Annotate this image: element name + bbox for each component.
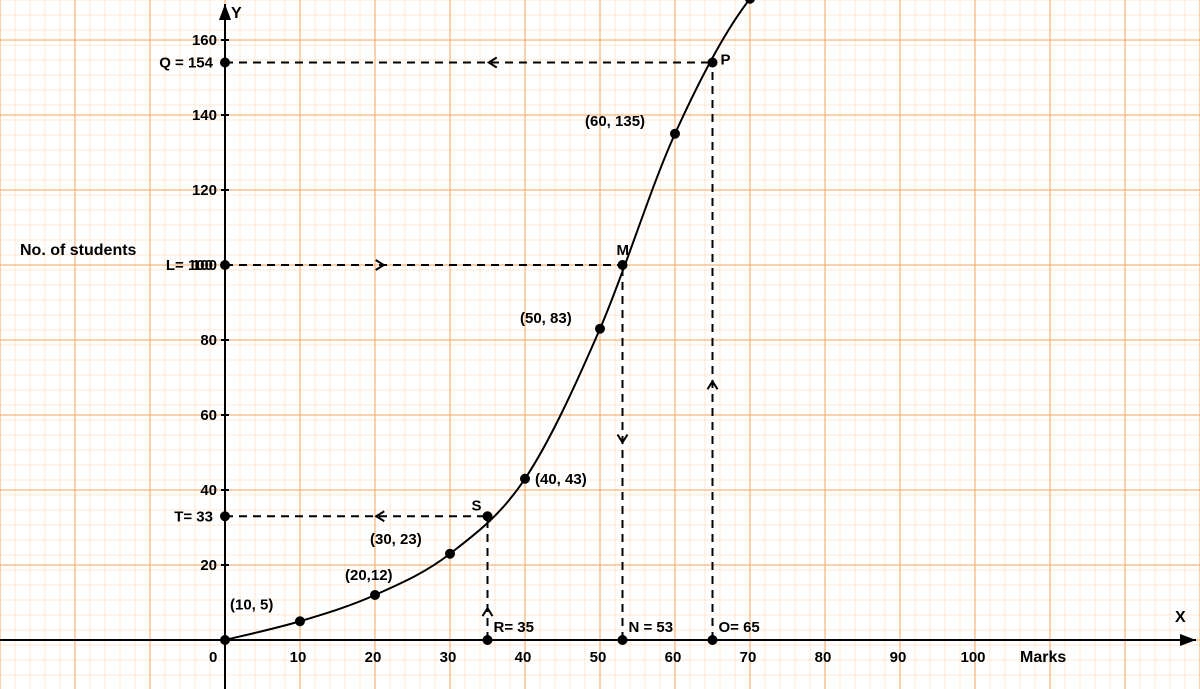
data-point [295, 616, 305, 626]
x-tick-label: 50 [590, 649, 607, 666]
y-tick-label: 60 [200, 407, 217, 424]
ref-label-Q: Q = 154 [159, 55, 213, 72]
y-axis-label: No. of students [20, 242, 137, 259]
x-tick-label: 60 [665, 649, 682, 666]
ref-label-L: L= 100 [166, 257, 213, 274]
y-tick-label: 140 [192, 107, 217, 124]
x-tick-label: 90 [890, 649, 907, 666]
x-tick-label: 40 [515, 649, 532, 666]
x-axis-letter: X [1175, 609, 1186, 626]
data-point-label: (50, 83) [520, 310, 572, 327]
interp-point-S [483, 511, 493, 521]
data-point [670, 129, 680, 139]
data-point [220, 635, 230, 645]
y-tick-label: 160 [192, 32, 217, 49]
y-tick-label: 80 [200, 332, 217, 349]
ref-label-N: N = 53 [629, 619, 674, 636]
origin-label: 0 [209, 649, 217, 666]
x-tick-label: 30 [440, 649, 457, 666]
y-tick-label: 120 [192, 182, 217, 199]
y-axis-letter: Y [231, 5, 242, 22]
interp-point-label-M: M [617, 242, 630, 259]
interp-point-label-P: P [721, 52, 731, 69]
x-tick-label: 10 [290, 649, 307, 666]
ref-label-O: O= 65 [719, 619, 760, 636]
x-tick-label: 20 [365, 649, 382, 666]
data-point [520, 474, 530, 484]
ogive-chart: 0102030405060708090100204060801001201401… [0, 0, 1200, 689]
x-tick-label: 70 [740, 649, 757, 666]
data-point-label: (20,12) [345, 567, 393, 584]
data-point-label: (60, 135) [585, 113, 645, 130]
y-tick-label: 20 [200, 557, 217, 574]
data-point [370, 590, 380, 600]
data-point [595, 324, 605, 334]
data-point-label: (10, 5) [230, 596, 273, 613]
x-tick-label: 100 [960, 649, 985, 666]
interp-point-M [618, 260, 628, 270]
interp-point-P [708, 58, 718, 68]
data-point-label: (30, 23) [370, 531, 422, 548]
interp-point-label-S: S [472, 497, 482, 514]
y-tick-label: 40 [200, 482, 217, 499]
ref-label-T: T= 33 [174, 508, 213, 525]
x-tick-label: 80 [815, 649, 832, 666]
ref-label-R: R= 35 [494, 619, 534, 636]
x-axis-label: Marks [1020, 649, 1066, 666]
data-point [445, 549, 455, 559]
data-point-label: (40, 43) [535, 471, 587, 488]
